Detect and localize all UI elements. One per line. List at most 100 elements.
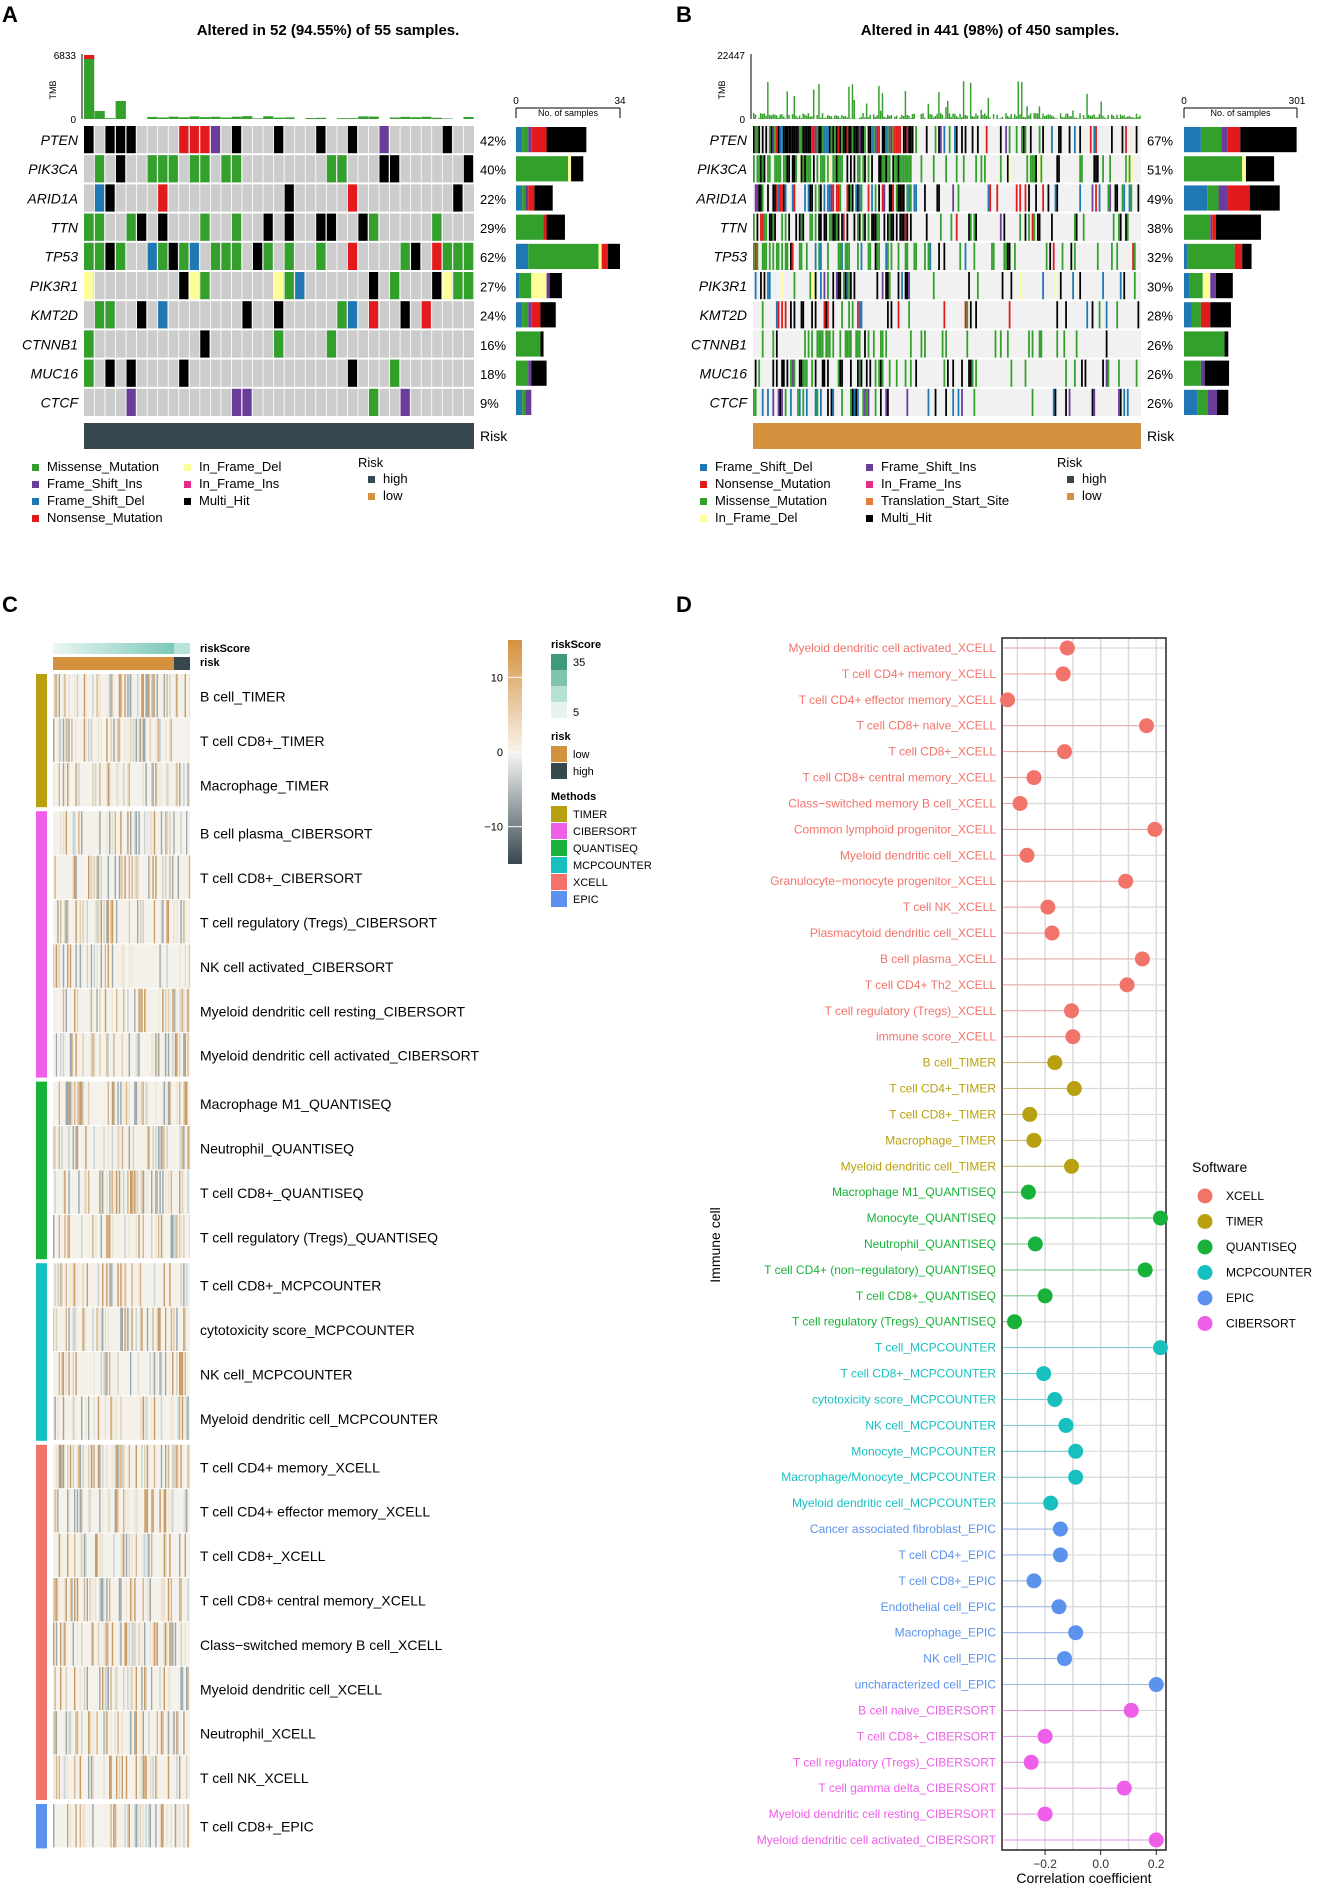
- mutation-cell: [1093, 155, 1096, 183]
- sample-separator: [389, 125, 390, 417]
- heatmap-cell: [68, 674, 70, 718]
- mutation-cell: [869, 242, 872, 270]
- heatmap-cell: [83, 718, 86, 762]
- mutation-cell: [867, 184, 870, 212]
- mutation-cell: [784, 126, 787, 154]
- mutation-cell: [841, 359, 843, 387]
- tmb-bar: [821, 113, 824, 119]
- mutation-cell: [857, 184, 859, 212]
- heatmap-cell: [53, 762, 55, 807]
- heatmap-cell: [142, 1804, 144, 1848]
- mutation-cell: [760, 155, 762, 183]
- heatmap-cell: [74, 674, 76, 718]
- mutation-cell: [844, 272, 847, 300]
- heatmap-cell: [104, 855, 107, 899]
- heatmap-cell: [124, 1126, 126, 1170]
- heatmap-cell: [158, 988, 160, 1033]
- heatmap-cell: [62, 1170, 65, 1214]
- tmb-bar: [985, 115, 988, 119]
- heatmap-cell: [53, 1578, 55, 1622]
- heatmap-cell: [169, 1622, 171, 1666]
- mutation-cell: [761, 184, 764, 212]
- tmb-bar: [834, 115, 836, 119]
- data-point: [1058, 1417, 1074, 1433]
- heatmap-cell: [53, 1214, 55, 1259]
- mutation-cell: [788, 126, 791, 154]
- heatmap-cell: [111, 1622, 114, 1666]
- heatmap-row-label: T cell regulatory (Tregs)_QUANTISEQ: [200, 1229, 438, 1245]
- mutation-cell: [242, 388, 252, 416]
- percent-label: 28%: [1147, 309, 1173, 324]
- mutation-cell: [943, 126, 946, 154]
- data-point: [1116, 1780, 1132, 1796]
- heatmap-cell: [100, 900, 102, 944]
- heatmap-cell: [54, 1263, 56, 1307]
- heatmap-cell: [179, 1396, 181, 1440]
- mutation-cell: [825, 330, 828, 358]
- heatmap-cell: [81, 1081, 83, 1125]
- mutation-cell: [938, 184, 940, 212]
- mutation-cell: [901, 155, 903, 183]
- mutation-cell: [975, 359, 977, 387]
- heatmap-cell: [74, 1396, 76, 1440]
- tmb-bar: [943, 118, 945, 119]
- heatmap-cell: [156, 1755, 158, 1799]
- mutation-cell: [899, 184, 902, 212]
- tmb-bar: [791, 114, 794, 119]
- mutation-cell: [830, 126, 833, 154]
- mutation-cell: [772, 359, 775, 387]
- mutation-cell: [1042, 184, 1044, 212]
- mutation-cell: [853, 155, 856, 183]
- heatmap-cell: [180, 1263, 182, 1307]
- mutation-cell: [871, 213, 873, 241]
- mutation-cell: [1028, 330, 1030, 358]
- heatmap-cell: [156, 988, 158, 1033]
- heatmap-cell: [146, 1081, 149, 1125]
- heatmap-cell: [144, 1622, 146, 1666]
- heatmap-row-label: Neutrophil_QUANTISEQ: [200, 1141, 354, 1157]
- legend-swatch: [184, 464, 191, 471]
- mutation-cell: [115, 126, 126, 154]
- point-label: T cell NK_XCELL: [903, 900, 996, 914]
- point-label: Granulocyte−monocyte progenitor_XCELL: [770, 874, 996, 888]
- heatmap-cell: [67, 944, 69, 988]
- heatmap-cell: [58, 718, 60, 762]
- heatmap-cell: [69, 1666, 72, 1711]
- mutation-cell: [1026, 155, 1029, 183]
- heatmap-cell: [110, 1755, 112, 1799]
- legend-label: In_Frame_Ins: [199, 476, 280, 491]
- heatmap-cell: [135, 718, 137, 762]
- heatmap-cell: [116, 1804, 118, 1848]
- heatmap-cell: [187, 1170, 189, 1214]
- mutation-cell: [908, 272, 910, 300]
- legend-label: Multi_Hit: [881, 510, 932, 525]
- heatmap-cell: [74, 944, 76, 988]
- heatmap-cell: [60, 1666, 62, 1711]
- mutation-cell: [768, 155, 771, 183]
- heatmap-cell: [85, 1126, 87, 1170]
- tmb-bar: [463, 117, 474, 119]
- heatmap-cell: [174, 811, 177, 855]
- mutation-cell: [1068, 388, 1071, 416]
- mutation-cell: [964, 301, 967, 329]
- heatmap-cell: [130, 1711, 132, 1755]
- mutation-cell: [876, 242, 879, 270]
- heatmap-cell: [54, 944, 56, 988]
- heatmap-cell: [106, 1170, 108, 1214]
- mutation-cell: [761, 126, 764, 154]
- count-bar-segment: [516, 360, 529, 386]
- heatmap-cell: [82, 1170, 84, 1214]
- legend-swatch: [551, 891, 567, 907]
- heatmap-cell: [81, 1755, 83, 1799]
- heatmap-cell: [62, 811, 65, 855]
- heatmap-cell: [120, 1444, 122, 1489]
- heatmap-cell: [153, 1444, 156, 1489]
- heatmap-cell: [162, 1214, 164, 1259]
- tmb-bar: [1102, 115, 1104, 119]
- heatmap-cell: [114, 1444, 116, 1489]
- heatmap-cell: [176, 1533, 178, 1577]
- point-label: cytotoxicity score_MCPCOUNTER: [812, 1392, 996, 1406]
- heatmap-cell: [124, 900, 126, 944]
- heatmap-cell: [116, 762, 118, 807]
- heatmap-cell: [103, 900, 105, 944]
